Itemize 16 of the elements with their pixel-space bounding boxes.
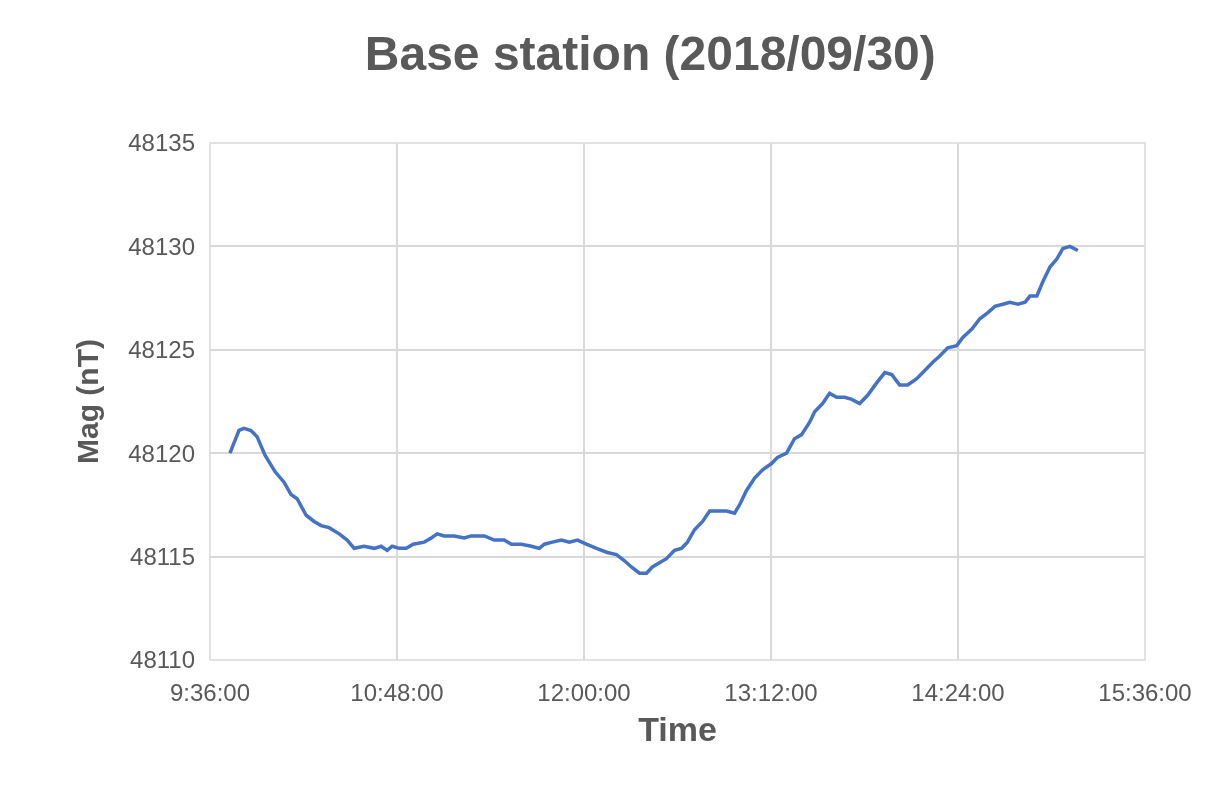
x-tick-label: 10:48:00 — [350, 679, 444, 706]
x-axis-title: Time — [638, 710, 717, 749]
y-tick-label: 48125 — [128, 336, 195, 364]
y-tick-label: 48130 — [128, 232, 195, 260]
chart-title: Base station (2018/09/30) — [364, 26, 936, 80]
x-tick-label: 13:12:00 — [724, 679, 818, 706]
y-tick-label: 48115 — [130, 543, 195, 570]
y-axis-title: Mag (nT) — [71, 339, 105, 464]
line-series — [228, 244, 1080, 575]
x-tick-label: 14:24:00 — [911, 679, 1005, 706]
x-tick-label: 15:36:00 — [1098, 679, 1192, 706]
y-tick-label: 48120 — [128, 439, 195, 467]
x-tick-label: 12:00:00 — [537, 679, 631, 706]
x-tick-label: 9:36:00 — [169, 679, 251, 706]
y-tick-label: 48110 — [130, 646, 195, 674]
y-tick-label: 48135 — [128, 129, 195, 157]
